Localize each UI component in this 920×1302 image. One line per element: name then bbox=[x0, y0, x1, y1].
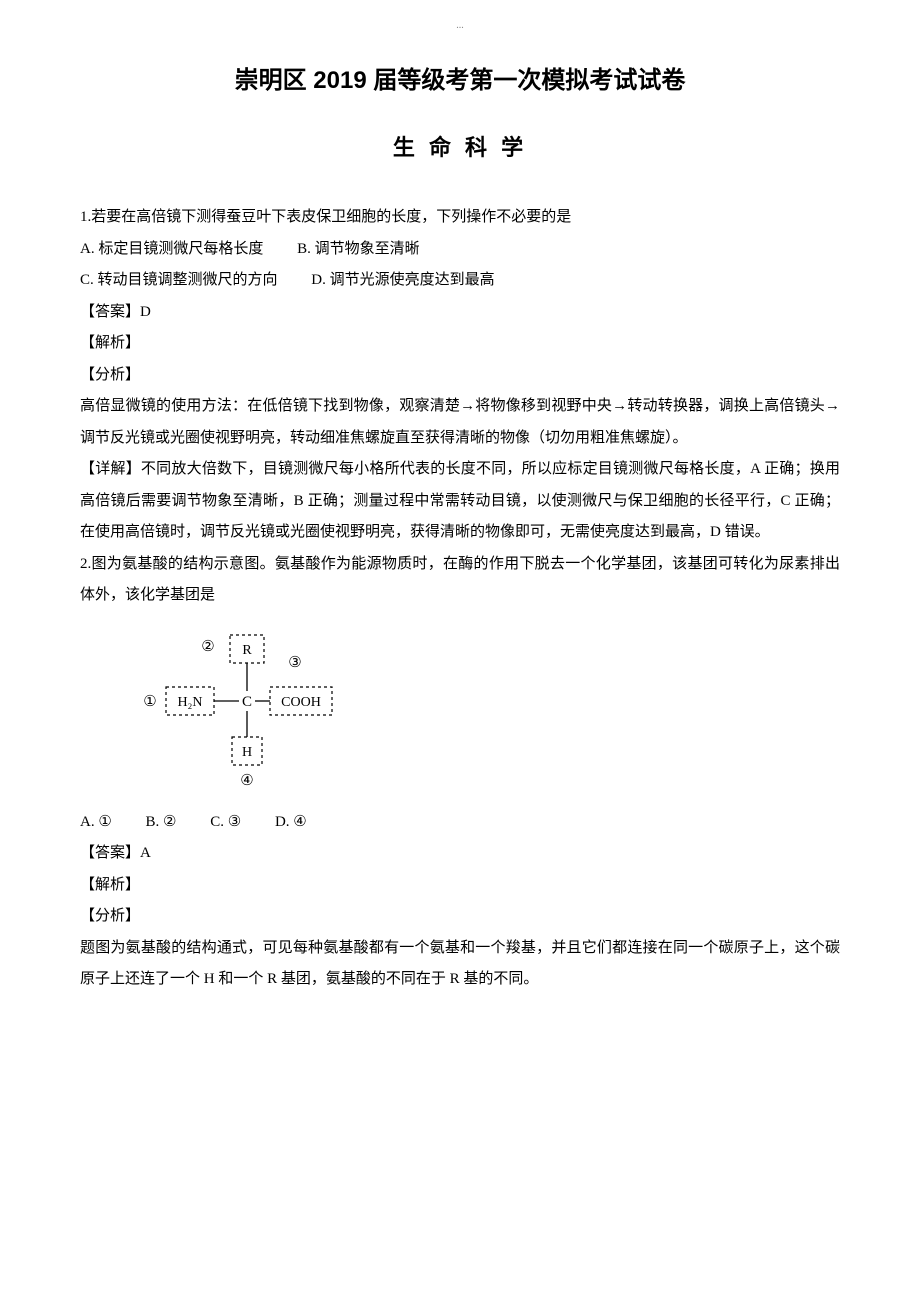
amino-acid-svg: R ② ③ H₂N ① C COOH H ④ bbox=[130, 627, 370, 797]
text-c: C bbox=[242, 694, 252, 710]
q2-option-b: B. ② bbox=[146, 807, 177, 839]
q1-fenxi-text: 高倍显微镜的使用方法：在低倍镜下找到物像，观察清楚→将物像移到视野中央→转动转换… bbox=[80, 391, 840, 454]
q2-answer: 【答案】A bbox=[80, 838, 840, 870]
text-cooh: COOH bbox=[281, 695, 321, 710]
exam-title: 崇明区 2019 届等级考第一次模拟考试试卷 bbox=[80, 60, 840, 95]
q1-answer: 【答案】D bbox=[80, 297, 840, 329]
q2-option-c: C. ③ bbox=[210, 807, 241, 839]
q2-fenxi-label: 【分析】 bbox=[80, 901, 840, 933]
page-marker: ... bbox=[456, 20, 464, 31]
q2-jiexi-label: 【解析】 bbox=[80, 870, 840, 902]
q1-option-b: B. 调节物象至清晰 bbox=[297, 234, 420, 266]
q1-option-d: D. 调节光源使亮度达到最高 bbox=[311, 265, 494, 297]
q1-stem: 1.若要在高倍镜下测得蚕豆叶下表皮保卫细胞的长度，下列操作不必要的是 bbox=[80, 202, 840, 234]
label-2: ② bbox=[201, 639, 214, 655]
q1-jiexi-label: 【解析】 bbox=[80, 328, 840, 360]
amino-acid-diagram: R ② ③ H₂N ① C COOH H ④ bbox=[130, 627, 370, 797]
q1-fenxi-label: 【分析】 bbox=[80, 360, 840, 392]
text-h: H bbox=[242, 745, 252, 760]
label-1: ① bbox=[143, 694, 156, 710]
text-h2n: H₂N bbox=[177, 695, 202, 710]
exam-subject: 生 命 科 学 bbox=[80, 130, 840, 162]
q1-options-row1: A. 标定目镜测微尺每格长度 B. 调节物象至清晰 bbox=[80, 234, 840, 266]
text-r: R bbox=[242, 643, 252, 658]
q2-fenxi-text: 题图为氨基酸的结构通式，可见每种氨基酸都有一个氨基和一个羧基，并且它们都连接在同… bbox=[80, 933, 840, 996]
q2-option-d: D. ④ bbox=[275, 807, 307, 839]
q2-option-a: A. ① bbox=[80, 807, 112, 839]
label-3: ③ bbox=[288, 655, 301, 671]
q1-xiangjie: 【详解】不同放大倍数下，目镜测微尺每小格所代表的长度不同，所以应标定目镜测微尺每… bbox=[80, 454, 840, 549]
q1-options-row2: C. 转动目镜调整测微尺的方向 D. 调节光源使亮度达到最高 bbox=[80, 265, 840, 297]
q1-option-c: C. 转动目镜调整测微尺的方向 bbox=[80, 265, 278, 297]
q1-option-a: A. 标定目镜测微尺每格长度 bbox=[80, 234, 263, 266]
label-4: ④ bbox=[240, 773, 253, 789]
q2-stem: 2.图为氨基酸的结构示意图。氨基酸作为能源物质时，在酶的作用下脱去一个化学基团，… bbox=[80, 549, 840, 612]
q2-options: A. ① B. ② C. ③ D. ④ bbox=[80, 807, 840, 839]
